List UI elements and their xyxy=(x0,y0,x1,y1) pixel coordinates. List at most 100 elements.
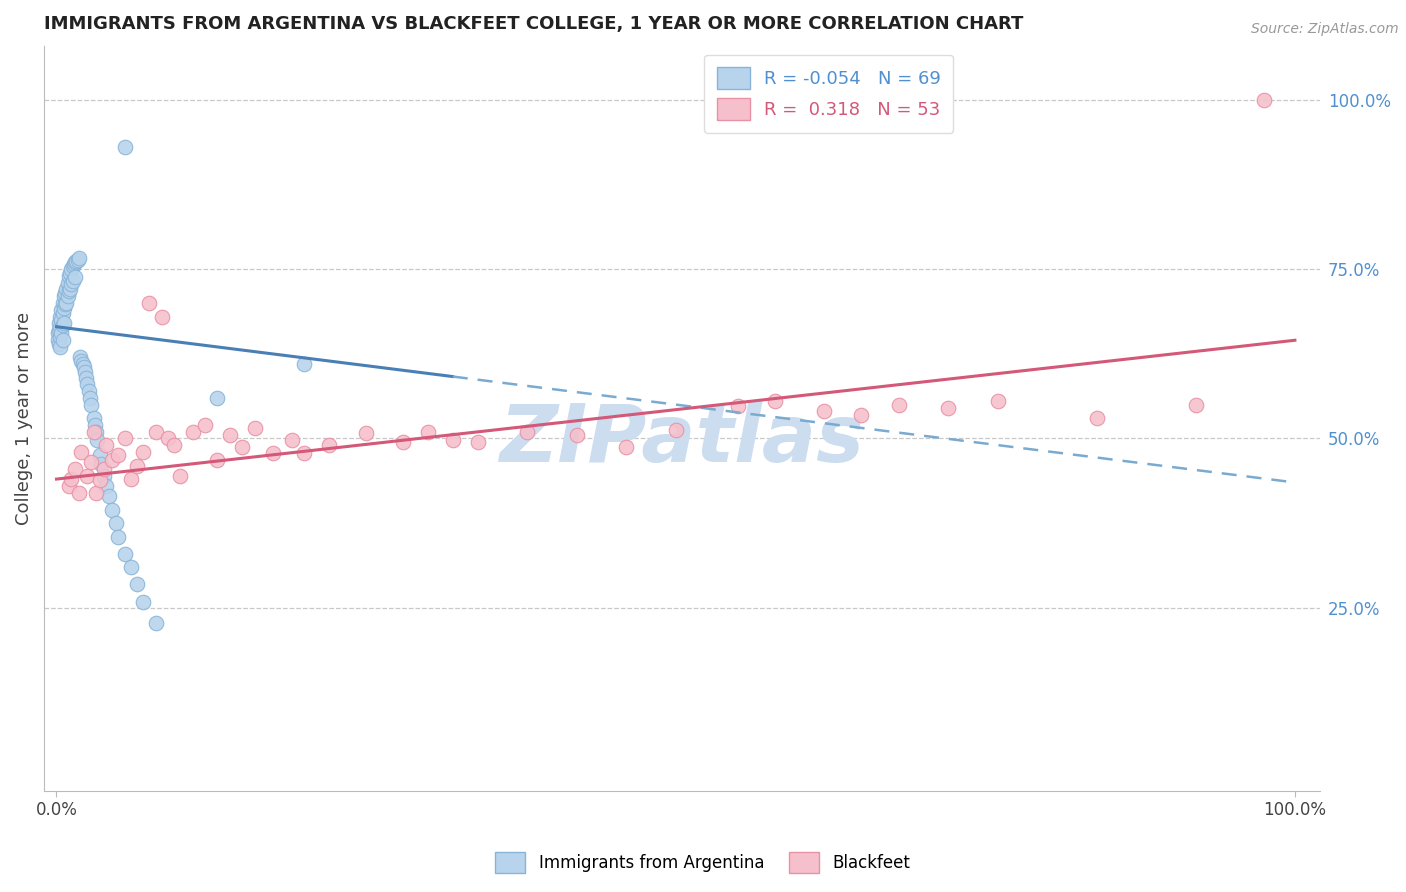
Point xyxy=(52,301,75,316)
Y-axis label: College, 1 year or more: College, 1 year or more xyxy=(15,311,32,524)
Point xyxy=(80,398,103,412)
Point xyxy=(93,462,115,476)
Point xyxy=(66,252,89,267)
Point xyxy=(48,316,70,330)
Point xyxy=(114,140,136,154)
Point xyxy=(62,259,84,273)
Point xyxy=(416,425,439,439)
Point xyxy=(125,458,148,473)
Point xyxy=(55,283,77,297)
Point xyxy=(150,310,173,324)
Point xyxy=(59,283,82,297)
Point xyxy=(101,502,124,516)
Point xyxy=(52,296,75,310)
Point xyxy=(318,438,340,452)
Point xyxy=(120,472,142,486)
Point xyxy=(56,289,79,303)
Point xyxy=(132,445,155,459)
Point xyxy=(51,302,73,317)
Point xyxy=(75,370,97,384)
Point xyxy=(936,401,959,415)
Point xyxy=(84,425,107,439)
Point xyxy=(79,391,101,405)
Point xyxy=(70,353,93,368)
Point xyxy=(94,479,117,493)
Point xyxy=(86,433,108,447)
Point xyxy=(76,377,98,392)
Point xyxy=(58,479,80,493)
Point xyxy=(987,394,1010,409)
Point xyxy=(145,425,167,439)
Point xyxy=(67,252,90,266)
Point xyxy=(65,254,87,268)
Point xyxy=(94,438,117,452)
Point xyxy=(441,433,464,447)
Point xyxy=(292,357,315,371)
Point xyxy=(145,615,167,630)
Point xyxy=(89,474,111,488)
Legend: Immigrants from Argentina, Blackfeet: Immigrants from Argentina, Blackfeet xyxy=(489,846,917,880)
Point xyxy=(80,455,103,469)
Point xyxy=(665,423,688,437)
Point xyxy=(138,296,160,310)
Point xyxy=(89,448,111,462)
Text: Source: ZipAtlas.com: Source: ZipAtlas.com xyxy=(1251,22,1399,37)
Point xyxy=(354,425,377,440)
Point xyxy=(52,316,75,330)
Point xyxy=(83,417,105,432)
Point xyxy=(1085,411,1108,425)
Point xyxy=(49,340,72,354)
Point xyxy=(1185,398,1208,412)
Point xyxy=(887,398,910,412)
Text: ZIPatlas: ZIPatlas xyxy=(499,401,865,480)
Point xyxy=(101,453,124,467)
Point xyxy=(77,384,100,398)
Point xyxy=(58,268,80,283)
Point xyxy=(52,318,75,332)
Point xyxy=(614,440,637,454)
Point xyxy=(52,306,75,320)
Point xyxy=(63,462,86,476)
Point xyxy=(48,336,70,351)
Point xyxy=(516,425,538,439)
Point xyxy=(107,530,129,544)
Point xyxy=(63,255,86,269)
Point xyxy=(49,319,72,334)
Point xyxy=(84,485,107,500)
Point xyxy=(231,440,253,454)
Point xyxy=(55,296,77,310)
Point xyxy=(83,425,105,439)
Point xyxy=(69,350,91,364)
Point xyxy=(194,417,217,432)
Point xyxy=(59,266,82,280)
Point xyxy=(207,453,229,467)
Point xyxy=(67,485,90,500)
Point xyxy=(1253,93,1275,107)
Point xyxy=(60,472,83,486)
Point xyxy=(104,516,127,530)
Point xyxy=(73,365,96,379)
Point xyxy=(46,333,69,347)
Point xyxy=(58,284,80,298)
Point xyxy=(565,428,588,442)
Point xyxy=(51,326,73,341)
Point xyxy=(48,323,70,337)
Point xyxy=(156,432,179,446)
Point xyxy=(52,289,75,303)
Point xyxy=(392,434,415,449)
Point xyxy=(218,428,240,442)
Point xyxy=(53,285,76,300)
Point xyxy=(63,257,86,271)
Point xyxy=(53,297,76,311)
Point xyxy=(56,276,79,290)
Point xyxy=(63,270,86,285)
Point xyxy=(62,274,84,288)
Point xyxy=(93,468,115,483)
Point xyxy=(727,399,749,413)
Point xyxy=(73,360,96,375)
Point xyxy=(83,411,105,425)
Point xyxy=(60,277,83,291)
Point xyxy=(132,595,155,609)
Point xyxy=(163,438,186,452)
Point xyxy=(207,391,229,405)
